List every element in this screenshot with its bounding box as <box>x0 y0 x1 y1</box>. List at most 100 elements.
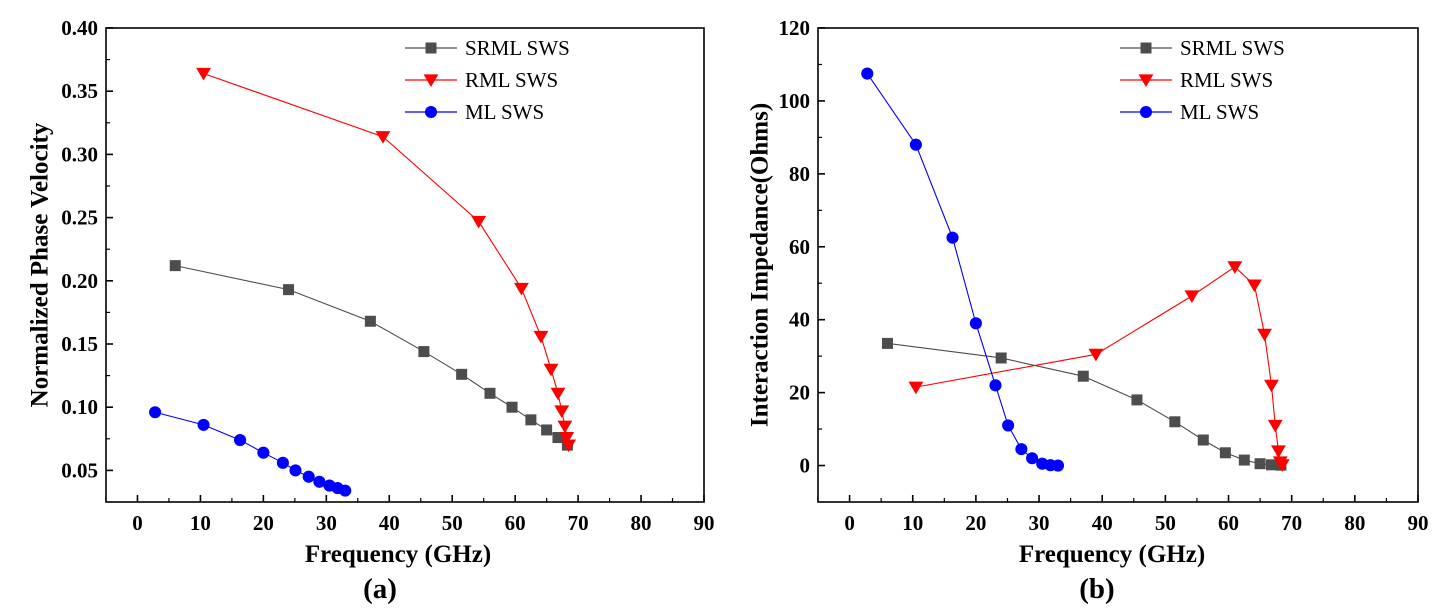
data-point <box>1265 459 1277 471</box>
x-tick-label: 10 <box>902 511 923 535</box>
series-line <box>203 72 570 446</box>
series-line <box>175 265 568 446</box>
data-point <box>1257 328 1272 342</box>
legend-entry: SRML SWS <box>405 36 570 60</box>
x-tick-label: 50 <box>1155 511 1176 535</box>
legend-entry: ML SWS <box>405 100 544 124</box>
data-point <box>1088 348 1104 362</box>
x-tick-label: 50 <box>442 511 463 535</box>
data-point <box>257 446 270 459</box>
data-point <box>1264 379 1279 393</box>
data-point <box>364 315 376 327</box>
data-point <box>1184 290 1200 304</box>
data-point <box>423 74 439 88</box>
data-point <box>1131 394 1143 406</box>
data-point <box>313 475 326 488</box>
data-point <box>1140 42 1152 54</box>
data-point <box>908 381 924 395</box>
series-rml-sws <box>908 261 1290 472</box>
data-point <box>1219 447 1231 459</box>
chart-panel-a: 0 10 20 30 40 50 60 70 80 90 0.05 0.10 0.15 0.20 0.25 0… <box>27 16 715 605</box>
series-line <box>915 266 1283 466</box>
data-point <box>557 420 573 434</box>
data-point <box>506 401 518 413</box>
y-tick-label: 120 <box>779 16 811 40</box>
x-axis-label: Frequency (GHz) <box>1019 541 1205 568</box>
y-tick-label: 0.15 <box>61 332 98 356</box>
data-point <box>471 215 487 229</box>
data-point <box>418 346 430 358</box>
data-point <box>861 67 874 80</box>
y-tick-label: 0 <box>800 454 811 478</box>
series-srml-sws <box>169 260 573 451</box>
data-point <box>197 418 210 431</box>
data-point <box>1026 452 1039 465</box>
data-point <box>552 432 564 444</box>
data-point <box>339 484 352 497</box>
data-point <box>946 231 959 244</box>
data-point <box>1267 419 1283 433</box>
plot-frame <box>817 27 1419 503</box>
x-tick-label: 40 <box>1092 511 1113 535</box>
x-tick-label: 20 <box>965 511 986 535</box>
data-point <box>543 363 559 377</box>
legend-entry: RML SWS <box>1120 68 1273 92</box>
x-tick-label: 20 <box>253 511 274 535</box>
legend-label: SRML SWS <box>465 36 570 60</box>
data-point <box>561 439 577 453</box>
series-ml-sws <box>149 406 352 497</box>
x-tick-label: 0 <box>132 511 143 535</box>
x-tick-label: 80 <box>1344 511 1365 535</box>
legend-label: ML SWS <box>1180 100 1259 124</box>
legend-entry: RML SWS <box>405 68 558 92</box>
y-tick-label: 0.40 <box>61 16 98 40</box>
x-tick-label: 30 <box>1029 511 1050 535</box>
x-tick-label: 10 <box>190 511 211 535</box>
x-tick-label: 60 <box>505 511 526 535</box>
y-tick-label: 20 <box>789 381 810 405</box>
data-point <box>456 368 468 380</box>
data-point <box>196 67 211 81</box>
x-tick-label: 30 <box>316 511 337 535</box>
data-point <box>525 414 537 426</box>
data-point <box>909 138 922 151</box>
data-point <box>1051 459 1065 472</box>
y-tick-label: 0.05 <box>61 458 98 482</box>
data-point <box>425 42 437 54</box>
data-point <box>424 105 438 119</box>
data-point <box>1238 454 1250 466</box>
data-point <box>514 282 529 296</box>
series-line <box>887 342 1281 466</box>
data-point <box>1227 261 1243 274</box>
data-point <box>1274 459 1290 472</box>
data-point <box>550 387 566 401</box>
data-point <box>375 131 391 144</box>
x-tick-label: 60 <box>1218 511 1239 535</box>
data-point <box>989 379 1002 392</box>
y-tick-label: 80 <box>789 162 810 186</box>
data-point <box>554 405 570 419</box>
y-tick-label: 60 <box>789 235 810 259</box>
y-tick-label: 0.30 <box>61 142 98 166</box>
legend-label: SRML SWS <box>1180 36 1285 60</box>
data-point <box>969 317 982 330</box>
chart-panel-b: 0 10 20 30 40 50 60 70 80 90 0 20 40 60 80 100 120 Freque… <box>747 16 1429 605</box>
x-tick-label: 70 <box>568 511 589 535</box>
y-tick-label: 0.35 <box>61 79 98 103</box>
y-axis-label: Interaction Impedance(Ohms) <box>747 103 774 427</box>
y-tick-label: 100 <box>779 89 811 113</box>
x-tick-label: 90 <box>694 511 715 535</box>
data-point <box>169 260 181 272</box>
data-point <box>289 464 302 477</box>
data-point <box>1015 443 1028 456</box>
data-point <box>1246 279 1262 293</box>
data-point <box>484 387 496 399</box>
legend-entry: ML SWS <box>1120 100 1259 124</box>
data-point <box>1197 434 1209 446</box>
data-point <box>283 284 295 296</box>
series-line <box>866 73 1059 467</box>
data-point <box>1002 419 1015 432</box>
x-tick-label: 70 <box>1281 511 1302 535</box>
plot-frame <box>105 27 705 503</box>
